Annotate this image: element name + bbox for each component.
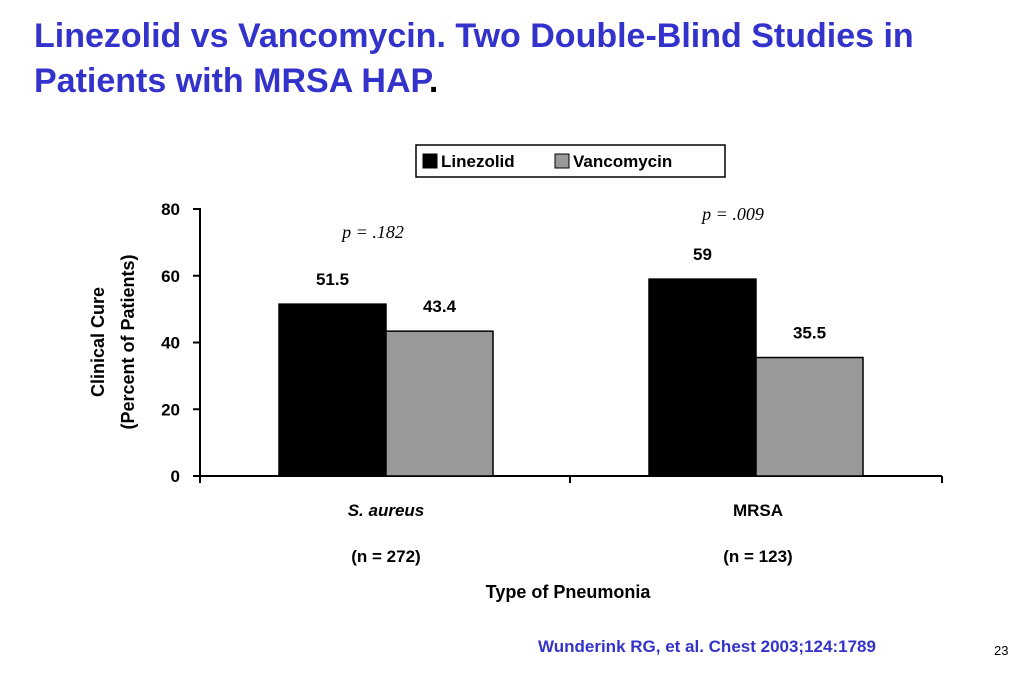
slide-title: Linezolid vs Vancomycin. Two Double-Blin… <box>34 14 934 104</box>
bar-linezolid-1 <box>648 278 757 477</box>
y-tick-label: 20 <box>161 400 180 419</box>
bar-linezolid-0 <box>278 303 387 477</box>
p-value-annotation: p = .009 <box>700 204 764 224</box>
x-category-n-label: (n = 123) <box>723 547 792 566</box>
bar-vancomycin-0 <box>385 330 494 477</box>
y-tick-label: 40 <box>161 334 180 353</box>
y-axis-title-line1: Clinical Cure <box>88 287 108 397</box>
y-tick-label: 60 <box>161 267 180 286</box>
data-label: 43.4 <box>423 297 457 316</box>
legend-swatch-vancomycin <box>554 153 570 169</box>
slide-title-period: . <box>428 62 439 100</box>
legend-swatch-linezolid <box>422 153 438 169</box>
y-tick-label: 0 <box>171 467 180 486</box>
slide-number: 23 <box>994 643 1009 658</box>
legend-label-vancomycin: Vancomycin <box>573 152 672 171</box>
data-label: 59 <box>693 245 712 264</box>
y-tick-label: 80 <box>161 200 180 219</box>
citation: Wunderink RG, et al. Chest 2003;124:1789 <box>538 637 876 656</box>
legend-box <box>415 144 726 178</box>
slide-title-text: Linezolid vs Vancomycin. Two Double-Blin… <box>34 17 914 100</box>
x-category-label: S. aureus <box>348 501 425 520</box>
x-category-label: MRSA <box>733 501 783 520</box>
x-axis-title: Type of Pneumonia <box>486 582 652 602</box>
bar-vancomycin-1 <box>755 356 864 477</box>
data-label: 51.5 <box>316 270 349 289</box>
data-label: 35.5 <box>793 324 826 343</box>
x-category-n-label: (n = 272) <box>351 547 420 566</box>
p-value-annotation: p = .182 <box>340 222 404 242</box>
legend-label-linezolid: Linezolid <box>441 152 515 171</box>
y-axis-title-line2: (Percent of Patients) <box>118 254 138 429</box>
